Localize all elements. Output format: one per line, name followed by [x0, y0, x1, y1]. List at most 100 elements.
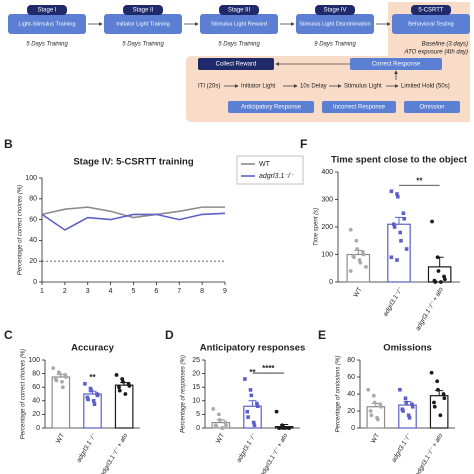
point [117, 385, 121, 390]
point [436, 387, 440, 392]
y-axis-label: Percentage of correct choices (%) [18, 185, 24, 275]
x-tick-label: adgrl3.1⁻/⁻ + ato [259, 432, 290, 474]
y-tick-label: 0 [329, 279, 333, 286]
bar [429, 395, 449, 429]
x-tick-label: WT [352, 286, 363, 298]
point [442, 277, 447, 282]
point [389, 255, 394, 260]
y-tick-label: 0 [351, 425, 355, 432]
seq: ITI (20s) [198, 84, 220, 90]
point [432, 404, 437, 409]
point [86, 397, 90, 402]
point [392, 222, 396, 227]
point [211, 407, 216, 411]
annotation: **** [262, 364, 275, 373]
point [60, 379, 64, 384]
x-tick-label: 2 [63, 288, 67, 295]
x-tick-label: 7 [177, 288, 181, 295]
seq: 10s Delay [300, 84, 327, 90]
point [114, 373, 119, 377]
point [402, 216, 406, 221]
stage-label: Behavioral Testing [408, 21, 454, 27]
stage-name: Stage III [228, 8, 251, 14]
y-tick-label: 60 [347, 374, 355, 381]
point [361, 252, 366, 257]
point [399, 238, 403, 243]
x-tick-label: adgrl3.1⁻/⁻ [382, 286, 404, 318]
point [404, 400, 409, 405]
point [435, 255, 440, 260]
point [274, 409, 279, 414]
point [246, 415, 250, 419]
box [322, 101, 396, 113]
y-tick-label: 0 [33, 279, 37, 286]
y-tick-label: 10 [192, 398, 200, 405]
chart-title: Accuracy [71, 343, 114, 354]
y-tick-label: 20 [192, 370, 200, 377]
point [83, 382, 87, 386]
point [436, 269, 441, 273]
point [214, 424, 219, 429]
panel-letter: D [165, 328, 174, 342]
x-tick-label: adgrl3.1⁻/⁻ [391, 432, 413, 464]
point [121, 379, 125, 384]
x-tick-label: adgrl3.1⁻/⁻ [236, 432, 258, 464]
point [255, 404, 260, 409]
point [438, 280, 443, 284]
bar [51, 376, 71, 429]
point [54, 378, 59, 383]
legend-box [236, 155, 304, 185]
x-tick-label: 8 [200, 288, 204, 295]
point [88, 386, 93, 391]
stage-duration: Baseline (3 days) [422, 42, 468, 48]
panel-letter: C [4, 328, 13, 342]
point [368, 409, 373, 413]
point [354, 238, 359, 243]
point [372, 400, 377, 405]
point [57, 371, 62, 376]
outcome: Incorrect Response [333, 105, 386, 111]
point [407, 416, 412, 420]
seq: Initiator Light [241, 84, 276, 90]
y-tick-label: 0 [36, 425, 40, 432]
stage-duration: 5 Days Training [122, 42, 164, 48]
stage-tab [411, 5, 451, 15]
x-tick-label: 3 [86, 288, 90, 295]
stage-label: Light-Stimulus Training [19, 21, 76, 27]
point [433, 280, 438, 284]
point [249, 393, 254, 398]
y-axis-label: Percentage of responses (%) [181, 355, 187, 433]
stage-box [296, 14, 374, 34]
point [358, 260, 363, 265]
point [389, 189, 394, 194]
y-tick-label: 200 [321, 224, 333, 231]
point [85, 395, 90, 400]
point [283, 426, 288, 430]
point [348, 227, 353, 232]
y-axis-label: Percentage of omissions (%) [336, 356, 342, 433]
x-tick-label: WT [215, 432, 226, 444]
correct-label: Correct Response [372, 62, 421, 68]
point [51, 366, 56, 371]
y-tick-label: 20 [29, 258, 37, 265]
annotation: ** [416, 176, 423, 185]
point [95, 393, 100, 398]
point [60, 385, 65, 390]
stage-name: Stage IV [323, 8, 346, 14]
y-tick-label: 80 [347, 357, 355, 364]
point [401, 211, 406, 216]
point [287, 426, 292, 430]
y-tick-label: 100 [321, 251, 333, 258]
chart-title: Stage IV: 5-CSRTT training [73, 157, 194, 168]
point [123, 392, 128, 396]
point [395, 192, 399, 196]
point [410, 402, 414, 406]
panel-letter: B [4, 137, 13, 151]
y-tick-label: 80 [32, 370, 40, 377]
point [248, 388, 253, 392]
stage-name: Stage I [37, 8, 56, 14]
stage-label: Initiator Light Training [116, 21, 169, 27]
point [442, 396, 447, 401]
point [243, 377, 247, 381]
y-tick-label: 100 [28, 357, 40, 364]
